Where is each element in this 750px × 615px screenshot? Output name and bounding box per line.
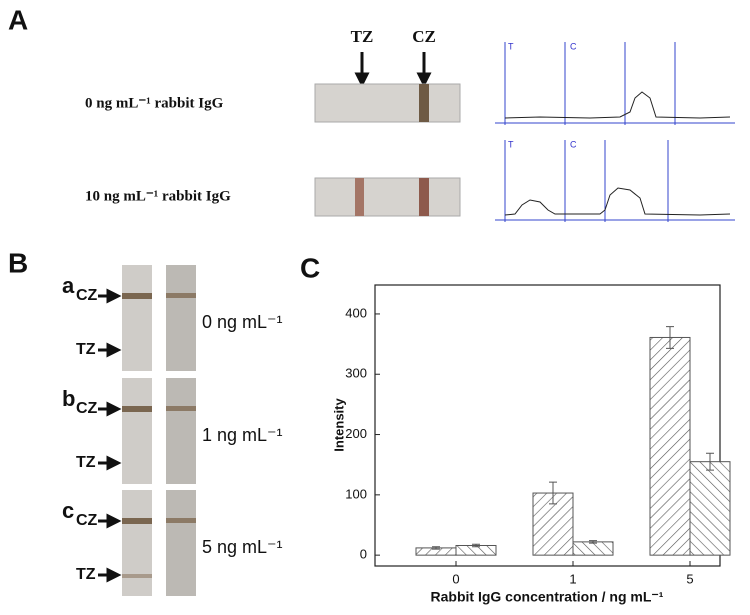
cz-label: CZ xyxy=(76,512,98,529)
strip xyxy=(122,490,152,596)
row-label: 10 ng mL⁻¹ rabbit IgG xyxy=(85,188,231,204)
error-bar xyxy=(549,481,557,505)
control-line xyxy=(122,518,152,524)
strip xyxy=(314,83,461,123)
error-bar xyxy=(472,543,480,548)
concentration: 5 ng mL⁻¹ xyxy=(202,537,283,557)
panel-label: A xyxy=(8,4,28,35)
bar xyxy=(649,336,691,556)
error-bar xyxy=(666,326,674,349)
y-tick-label: 300 xyxy=(345,366,367,381)
trace-label: T xyxy=(508,139,514,149)
concentration: 0 ng mL⁻¹ xyxy=(202,312,283,332)
strip xyxy=(166,490,196,596)
control-line xyxy=(166,406,196,411)
trace-label: T xyxy=(508,41,514,51)
strip-letter: a xyxy=(62,273,75,298)
x-axis-label: Rabbit IgG concentration / ng mL⁻¹ xyxy=(431,589,664,605)
trace-label: C xyxy=(570,139,577,149)
strip xyxy=(314,177,461,217)
strip xyxy=(166,378,196,484)
y-tick-label: 200 xyxy=(345,426,367,441)
strip xyxy=(122,378,152,484)
control-line xyxy=(166,518,196,523)
cz-label: CZ xyxy=(76,287,98,304)
strip xyxy=(166,265,196,371)
control-line xyxy=(122,293,152,299)
y-axis-label: Intensity xyxy=(331,398,346,452)
test-line xyxy=(122,574,152,578)
strip xyxy=(122,265,152,371)
control-line xyxy=(419,178,429,216)
y-tick-label: 0 xyxy=(360,547,367,562)
row-label: 0 ng mL⁻¹ rabbit IgG xyxy=(85,95,224,111)
control-line xyxy=(419,84,429,122)
tz-label: TZ xyxy=(76,566,96,583)
concentration: 1 ng mL⁻¹ xyxy=(202,425,283,445)
tz-label: TZ xyxy=(76,454,96,471)
bar xyxy=(572,541,614,556)
tz-label: TZ xyxy=(76,341,96,358)
strip-letter: c xyxy=(62,498,74,523)
control-line xyxy=(122,406,152,412)
panel-label: C xyxy=(300,252,320,283)
cz-label: CZ xyxy=(412,27,436,46)
x-tick-label: 5 xyxy=(686,571,693,586)
control-line xyxy=(166,293,196,298)
test-line xyxy=(355,178,364,216)
strip-letter: b xyxy=(62,386,75,411)
error-bar xyxy=(589,540,597,544)
panel-label: B xyxy=(8,247,28,278)
y-tick-label: 100 xyxy=(345,486,367,501)
error-bar xyxy=(432,546,440,550)
tz-label: TZ xyxy=(351,27,374,46)
cz-label: CZ xyxy=(76,400,98,417)
error-bar xyxy=(706,452,714,471)
x-tick-label: 1 xyxy=(569,571,576,586)
y-tick-label: 400 xyxy=(345,305,367,320)
trace-label: C xyxy=(570,41,577,51)
x-tick-label: 0 xyxy=(452,571,459,586)
trace-plot xyxy=(495,42,735,222)
bar xyxy=(689,461,731,556)
plot-frame xyxy=(374,284,721,567)
